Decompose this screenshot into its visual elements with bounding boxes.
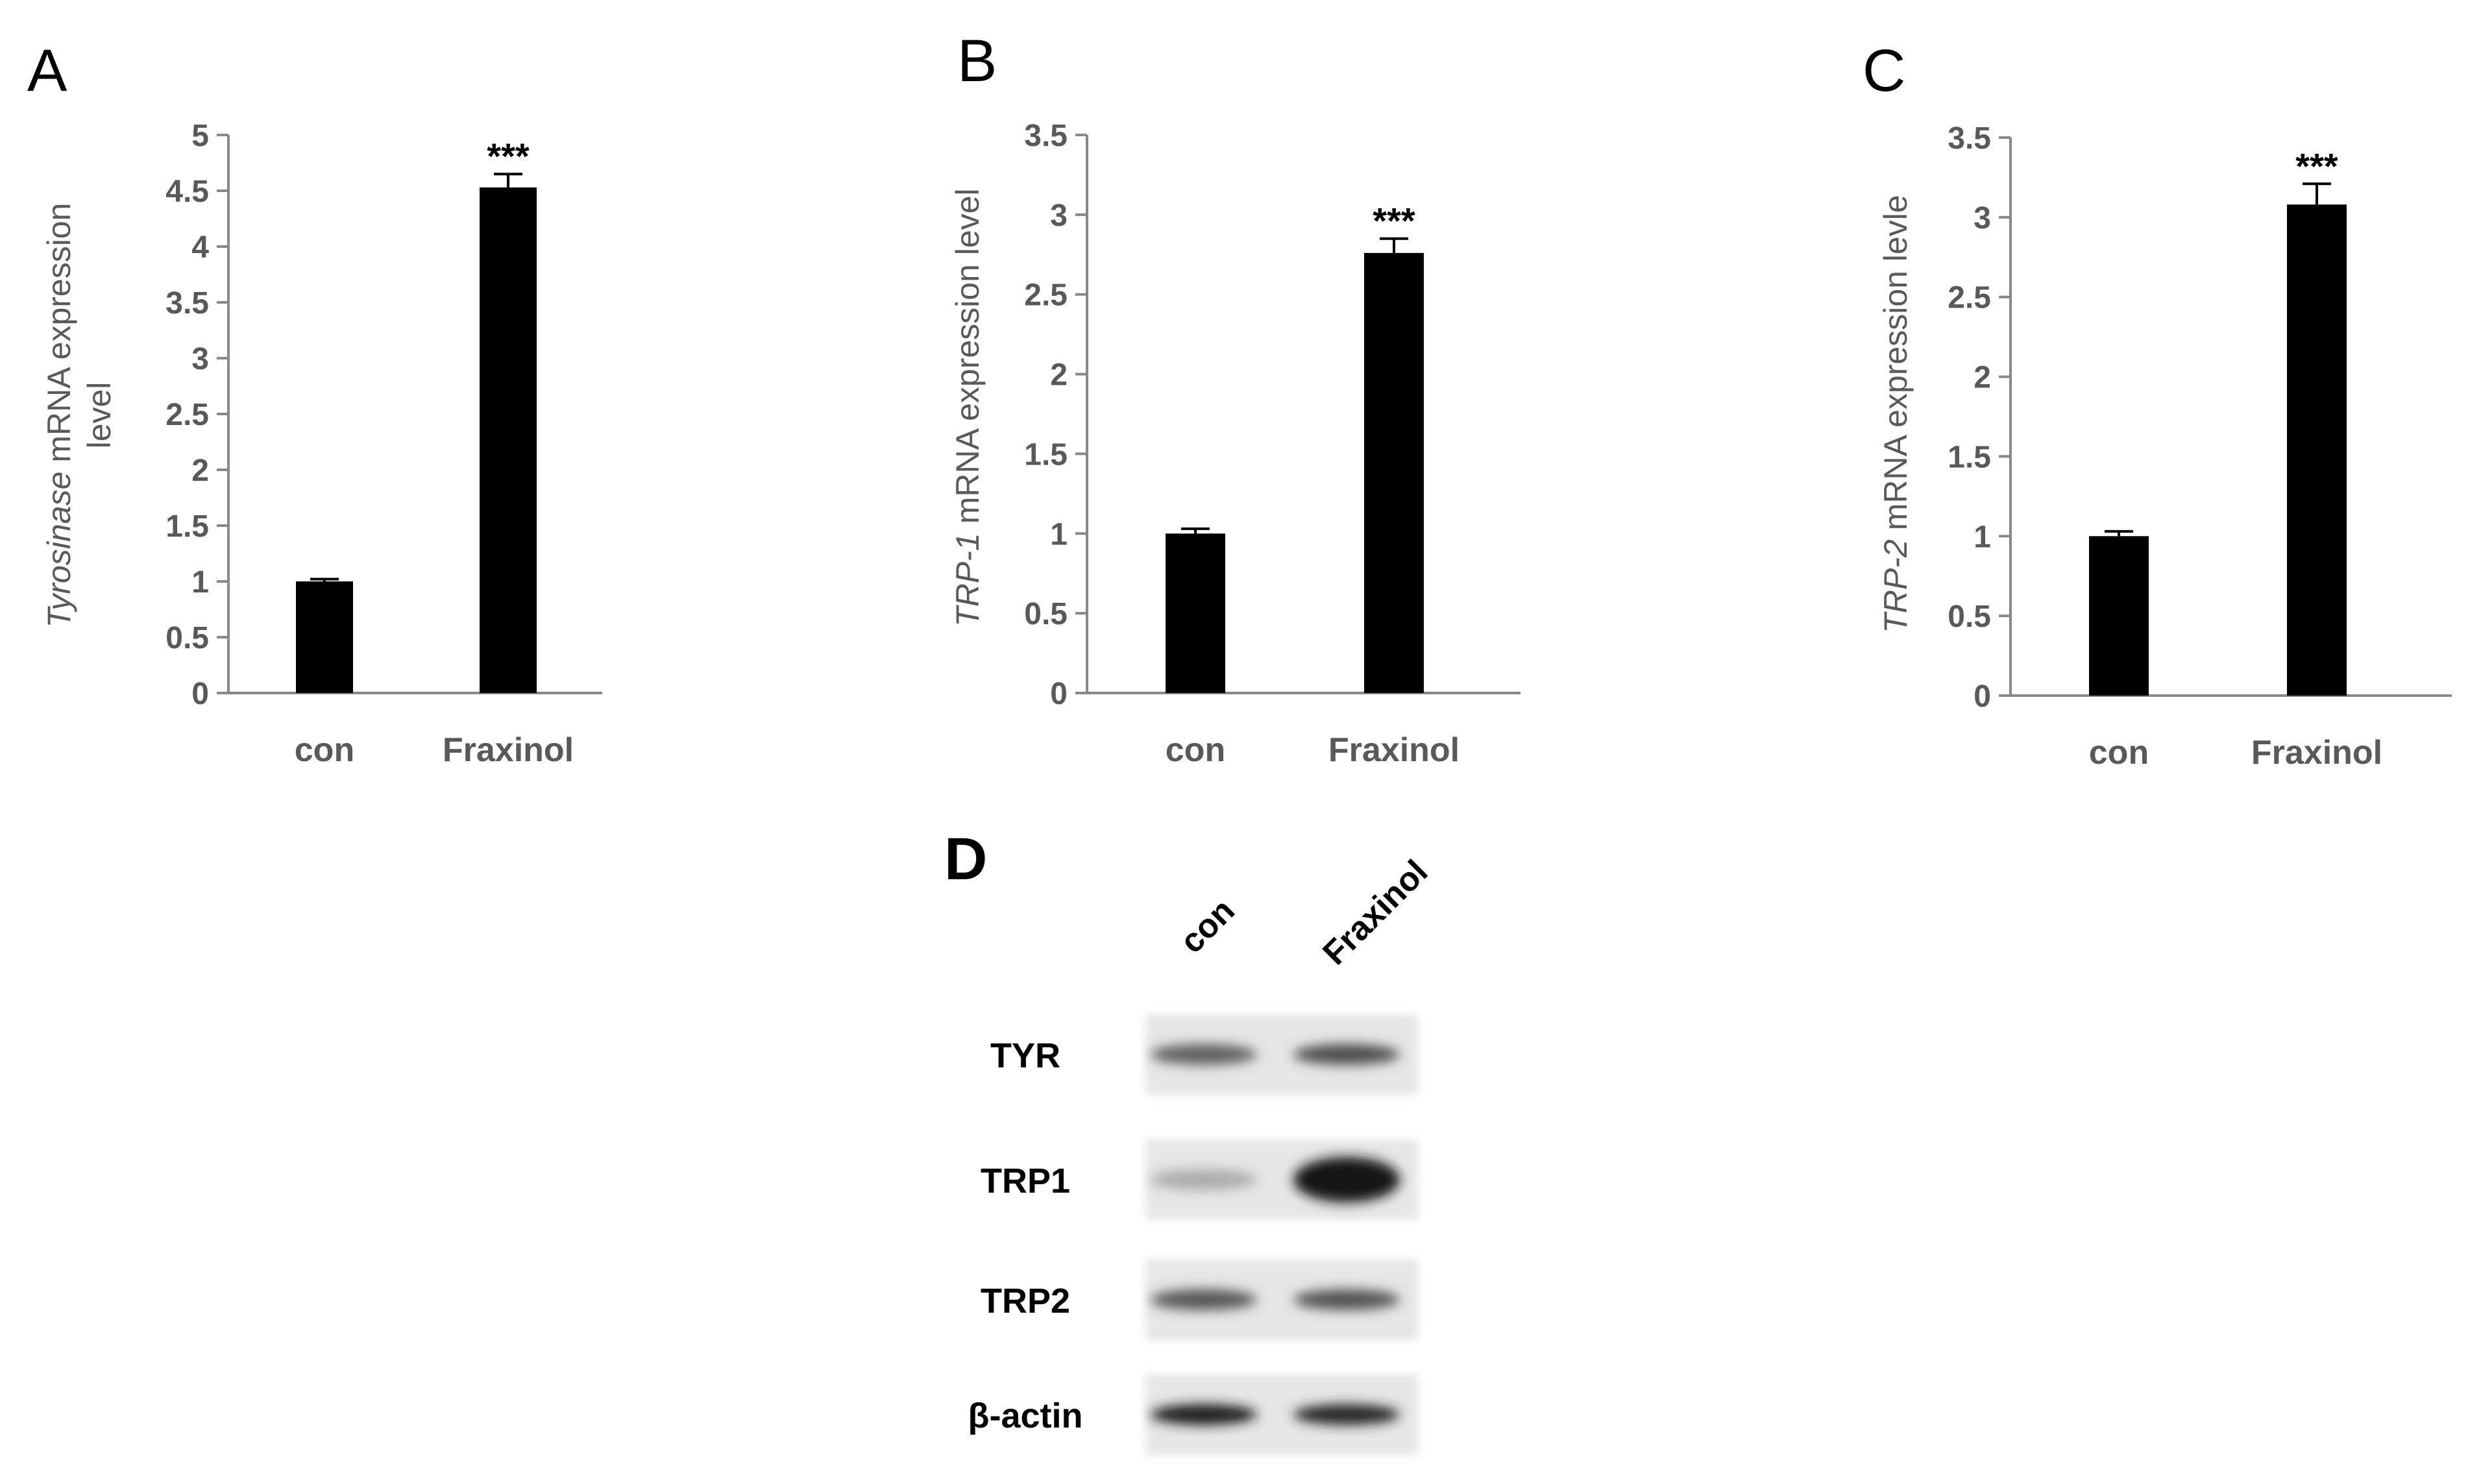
y-tick-label-c: 0 (1974, 679, 1991, 714)
y-tick-label-b: 0.5 (1024, 597, 1068, 631)
y-axis-label-rest-a: mRNA expression (41, 203, 77, 472)
chart-panel-a: A Tyrosinase mRNA expression level 0 0.5 1… (27, 38, 602, 769)
y-tick-label-c: 3 (1974, 201, 1991, 236)
bar-a-fraxinol (480, 187, 537, 694)
x-category-label-c-con: con (2089, 734, 2149, 772)
blot-band-3-con (1151, 1289, 1257, 1310)
bar-c-con (2089, 536, 2149, 696)
significance-label-a: *** (487, 136, 530, 176)
x-category-label-a-con: con (295, 731, 354, 769)
x-category-label-b-fraxinol: Fraxinol (1328, 731, 1460, 769)
y-tick-label-c: 2.5 (1948, 281, 1991, 315)
y-tick-label-b: 1.5 (1024, 437, 1068, 472)
x-category-label-a-fraxinol: Fraxinol (443, 731, 574, 769)
y-tick-label-b: 3 (1050, 199, 1068, 233)
x-category-label-b-con: con (1166, 731, 1225, 769)
bar-c-fraxinol (2287, 204, 2347, 696)
bar-a-con (296, 581, 353, 693)
blot-band-4-con (1151, 1404, 1257, 1425)
y-axis-label-italic-b: TRP-1 (949, 533, 986, 626)
y-axis-label-b: TRP-1 mRNA expression level (949, 188, 986, 626)
y-tick-label-a: 0.5 (165, 621, 209, 655)
y-tick-label-c: 2 (1974, 361, 1991, 395)
blot-row-label-2: TRP1 (981, 1162, 1070, 1200)
y-tick-label-a: 5 (191, 119, 209, 153)
y-tick-label-c: 3.5 (1948, 121, 1991, 156)
panel-label-c: C (1863, 38, 1905, 104)
y-axis-label-italic-c: TRP-2 (1877, 539, 1914, 633)
blot-band-1-fraxinol (1293, 1044, 1400, 1065)
y-tick-label-a: 4.5 (165, 175, 209, 209)
y-tick-label-a: 3.5 (165, 286, 209, 321)
western-blot-panel: D con Fraxinol TYR TRP1 TRP2 β-actin (944, 826, 1436, 1455)
y-tick-label-c: 1 (1974, 520, 1991, 554)
y-axis-label-rest-b: mRNA expression level (949, 188, 986, 533)
significance-label-c: *** (2295, 145, 2338, 186)
y-tick-label-b: 3.5 (1024, 119, 1068, 153)
panel-label-d: D (944, 826, 987, 892)
y-tick-label-a: 4 (191, 230, 209, 265)
svg-text:TRP-1 mRNA expression level: TRP-1 mRNA expression level (949, 188, 986, 626)
y-axis-label-line2-a: level (81, 382, 117, 449)
y-tick-label-a: 0 (191, 677, 209, 711)
blot-rows: TYR TRP1 TRP2 β-actin (968, 1014, 1418, 1455)
y-tick-label-b: 1 (1050, 517, 1068, 552)
blot-band-1-con (1151, 1044, 1257, 1065)
y-axis-label-c: TRP-2 mRNA expression levle (1877, 195, 1914, 633)
chart-panel-b: B TRP-1 mRNA expression level 0 0.5 1 1.5 2 2… (949, 28, 1521, 769)
y-axis-label-a: Tyrosinase mRNA expression level (41, 203, 117, 628)
y-tick-label-b: 2.5 (1024, 278, 1068, 313)
y-tick-label-b: 2 (1050, 358, 1068, 393)
y-axis-label-italic-a: Tyrosinase (41, 472, 77, 628)
x-category-label-c-fraxinol: Fraxinol (2251, 734, 2382, 772)
panel-label-a: A (27, 38, 67, 104)
svg-text:TRP-2 mRNA expression levle: TRP-2 mRNA expression levle (1877, 195, 1914, 633)
blot-band-2-con (1151, 1169, 1257, 1190)
y-tick-label-a: 1 (191, 565, 209, 600)
blot-band-2-fraxinol (1293, 1157, 1400, 1202)
blot-row-label-4: β-actin (968, 1396, 1083, 1435)
y-tick-label-c: 1.5 (1948, 440, 1991, 474)
y-tick-label-a: 2 (191, 454, 209, 488)
y-tick-label-b: 0 (1050, 677, 1068, 711)
blot-row-label-3: TRP2 (981, 1282, 1070, 1320)
y-axis-label-rest-c: mRNA expression levle (1877, 195, 1914, 539)
y-tick-label-c: 0.5 (1948, 600, 1991, 634)
y-tick-label-a: 1.5 (165, 509, 209, 544)
blot-band-3-fraxinol (1293, 1289, 1400, 1310)
panel-label-b: B (957, 28, 997, 94)
y-tick-label-a: 2.5 (165, 398, 209, 432)
bar-b-con (1166, 533, 1225, 693)
lane-label-con: con (1173, 892, 1241, 960)
y-tick-label-a: 3 (191, 342, 209, 376)
blot-row-label-1: TYR (990, 1036, 1060, 1075)
significance-label-b: *** (1373, 201, 1415, 241)
svg-text:Tyrosinase mRNA expression: Tyrosinase mRNA expression (41, 203, 77, 628)
chart-panel-c: C TRP-2 mRNA expression levle 0 0.5 1 1.5 2 2… (1863, 38, 2452, 772)
lane-label-fraxinol: Fraxinol (1315, 853, 1435, 972)
blot-band-4-fraxinol (1293, 1404, 1400, 1425)
bar-b-fraxinol (1364, 252, 1424, 693)
